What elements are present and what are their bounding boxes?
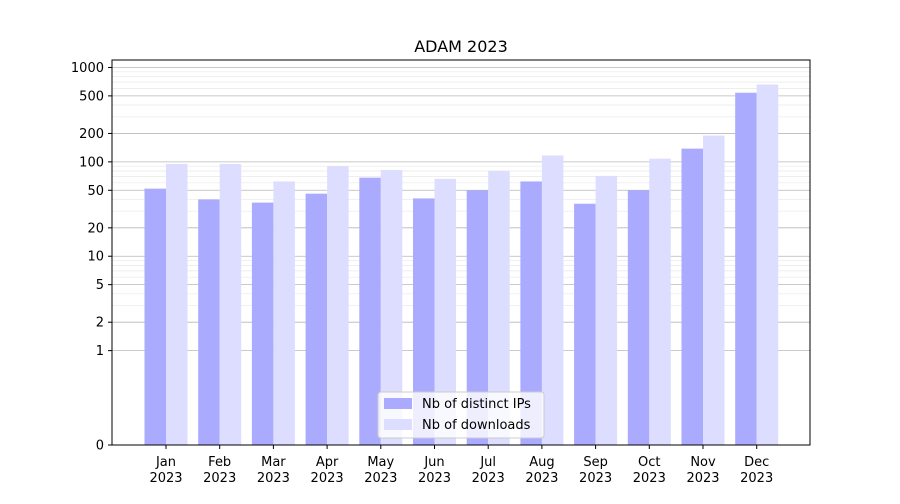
x-axis: Jan2023Feb2023Mar2023Apr2023May2023Jun20…	[149, 445, 773, 486]
bar-distinct-ips	[305, 193, 328, 445]
x-tick-label-year: 2023	[364, 471, 397, 486]
bar-downloads	[219, 163, 242, 445]
bars	[144, 84, 779, 446]
bar-distinct-ips	[681, 148, 703, 445]
bar-downloads	[649, 158, 671, 445]
bar-distinct-ips	[574, 203, 596, 445]
bar-distinct-ips	[198, 199, 220, 445]
bar-distinct-ips	[144, 188, 166, 445]
y-tick-label: 500	[79, 89, 104, 104]
legend: Nb of distinct IPs Nb of downloads	[377, 391, 545, 439]
legend-label-distinct-ips: Nb of distinct IPs	[422, 397, 531, 412]
x-tick-label-year: 2023	[740, 471, 773, 486]
bar-downloads	[756, 84, 779, 445]
bar-distinct-ips	[466, 190, 489, 445]
bar-distinct-ips	[359, 177, 381, 446]
x-tick-label-month: Jun	[423, 455, 444, 470]
y-tick-label: 10	[87, 250, 104, 265]
legend-swatch-distinct-ips	[384, 398, 412, 409]
y-tick-label: 20	[87, 221, 104, 236]
y-tick-label: 100	[79, 155, 104, 170]
x-tick-label-month: May	[367, 455, 394, 470]
x-tick-label-month: Feb	[208, 455, 231, 470]
x-tick-label-year: 2023	[686, 471, 719, 486]
legend-frame	[377, 391, 545, 439]
y-tick-label: 2	[96, 316, 104, 331]
x-tick-label-year: 2023	[257, 471, 290, 486]
y-tick-label: 0	[96, 439, 104, 454]
x-tick-label-year: 2023	[579, 471, 612, 486]
y-tick-label: 5	[96, 278, 104, 293]
bar-distinct-ips	[735, 92, 757, 446]
bar-downloads	[541, 155, 564, 446]
x-tick-label-month: Mar	[261, 455, 286, 470]
bar-downloads	[380, 169, 403, 446]
x-tick-label-year: 2023	[311, 471, 344, 486]
x-tick-label-month: Jul	[479, 455, 496, 470]
x-tick-label-month: Sep	[583, 455, 608, 470]
x-tick-label-month: Nov	[690, 455, 716, 470]
x-tick-label-year: 2023	[525, 471, 558, 486]
x-tick-label-month: Jan	[155, 455, 176, 470]
bar-downloads	[327, 166, 349, 445]
bar-downloads	[595, 175, 618, 445]
bar-downloads	[434, 178, 456, 445]
y-tick-label: 50	[87, 184, 104, 199]
y-tick-label: 1	[96, 344, 104, 359]
bar-downloads	[273, 181, 295, 445]
x-tick-label-year: 2023	[203, 471, 236, 486]
bar-distinct-ips	[251, 202, 274, 445]
plot-frame	[111, 59, 811, 446]
y-tick-label: 200	[79, 127, 104, 142]
x-tick-label-month: Dec	[744, 455, 769, 470]
y-axis: 0 1 2 5 10 20 50 100 200 500 1000	[71, 61, 112, 454]
x-tick-label-year: 2023	[149, 471, 182, 486]
bar-distinct-ips	[520, 181, 542, 445]
x-tick-label-year: 2023	[633, 471, 666, 486]
legend-swatch-downloads	[384, 419, 412, 430]
legend-label-downloads: Nb of downloads	[422, 418, 531, 433]
x-tick-label-year: 2023	[418, 471, 451, 486]
bar-distinct-ips	[413, 198, 435, 445]
bar-downloads	[166, 163, 188, 445]
bar-downloads	[488, 171, 510, 446]
bar-downloads	[703, 135, 725, 445]
x-tick-label-year: 2023	[472, 471, 505, 486]
x-tick-label-month: Oct	[638, 455, 660, 470]
x-tick-label-month: Apr	[316, 455, 339, 470]
bar-distinct-ips	[627, 190, 650, 445]
chart-title: ADAM 2023	[414, 37, 508, 56]
y-tick-label: 1000	[71, 61, 104, 76]
x-tick-label-month: Aug	[529, 455, 554, 470]
